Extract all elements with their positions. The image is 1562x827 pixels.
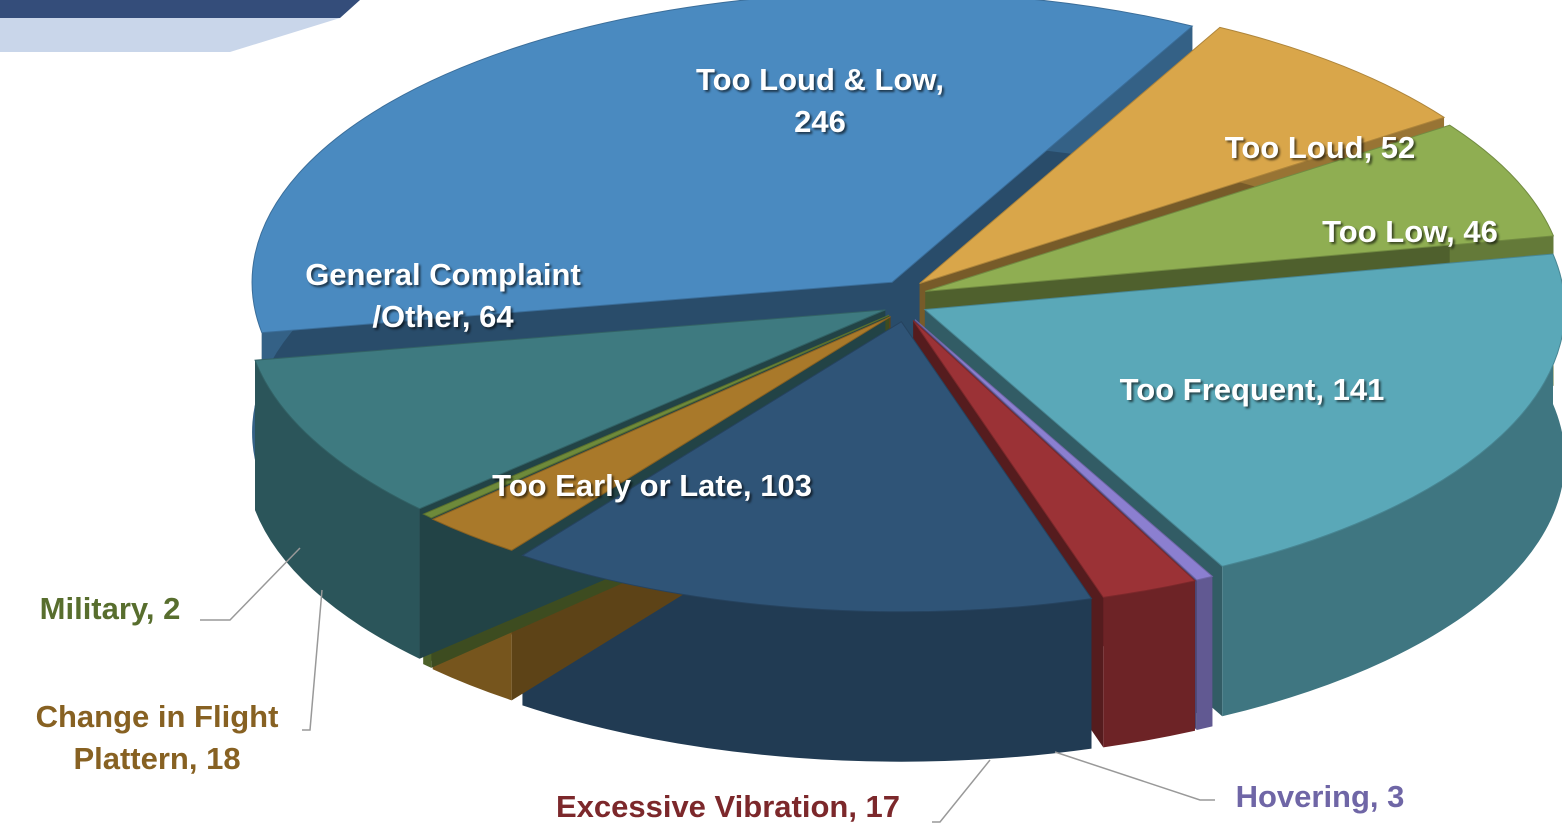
data-label: Too Loud & Low, 246 bbox=[696, 62, 944, 139]
data-label: Hovering, 3 bbox=[1236, 779, 1405, 814]
leader-line bbox=[302, 589, 323, 731]
data-label: Military, 2 bbox=[40, 591, 181, 626]
data-label-line: Plattern, 18 bbox=[73, 741, 240, 776]
data-label: Too Low, 46 bbox=[1322, 214, 1498, 249]
banner-dark bbox=[0, 0, 360, 18]
slice-rim bbox=[1103, 580, 1195, 748]
data-label: Too Loud, 52 bbox=[1225, 130, 1416, 165]
banner-light bbox=[0, 18, 340, 52]
data-label-line: Too Loud & Low, bbox=[696, 62, 944, 97]
slice bbox=[912, 320, 1197, 598]
slice bbox=[254, 309, 886, 510]
data-label-line: /Other, 64 bbox=[372, 299, 514, 334]
slice-rim bbox=[1196, 576, 1213, 730]
data-label: Change in Flight Plattern, 18 bbox=[36, 699, 279, 776]
data-label: Too Frequent, 141 bbox=[1120, 372, 1385, 407]
data-label-line: Too Low, 46 bbox=[1322, 214, 1498, 249]
leader-line bbox=[1054, 751, 1215, 801]
slice-rim bbox=[522, 555, 1092, 762]
data-label-line: Hovering, 3 bbox=[1236, 779, 1405, 814]
data-label-line: Too Frequent, 141 bbox=[1120, 372, 1385, 407]
data-label: General Complaint/Other, 64 bbox=[305, 257, 581, 334]
data-label-line: 246 bbox=[794, 104, 846, 139]
slice bbox=[923, 253, 1562, 567]
slice-rim bbox=[1222, 253, 1562, 717]
data-label-line: Too Loud, 52 bbox=[1225, 130, 1416, 165]
slice bbox=[919, 26, 1446, 285]
data-label-line: Military, 2 bbox=[40, 591, 181, 626]
slice-rim bbox=[255, 360, 420, 659]
leader-line bbox=[932, 759, 991, 823]
slice bbox=[521, 321, 1093, 613]
data-label: Excessive Vibration, 17 bbox=[556, 789, 900, 824]
slice bbox=[925, 124, 1555, 292]
slice bbox=[422, 314, 890, 519]
data-label-line: Change in Flight bbox=[36, 699, 279, 734]
data-label-line: Too Early or Late, 103 bbox=[492, 468, 812, 503]
data-label-line: General Complaint bbox=[305, 257, 581, 292]
data-label-line: Excessive Vibration, 17 bbox=[556, 789, 900, 824]
data-label: Too Early or Late, 103 bbox=[492, 468, 812, 503]
slice bbox=[914, 319, 1214, 581]
leader-line bbox=[200, 547, 301, 621]
slice bbox=[431, 316, 891, 551]
slice bbox=[251, 0, 1194, 334]
